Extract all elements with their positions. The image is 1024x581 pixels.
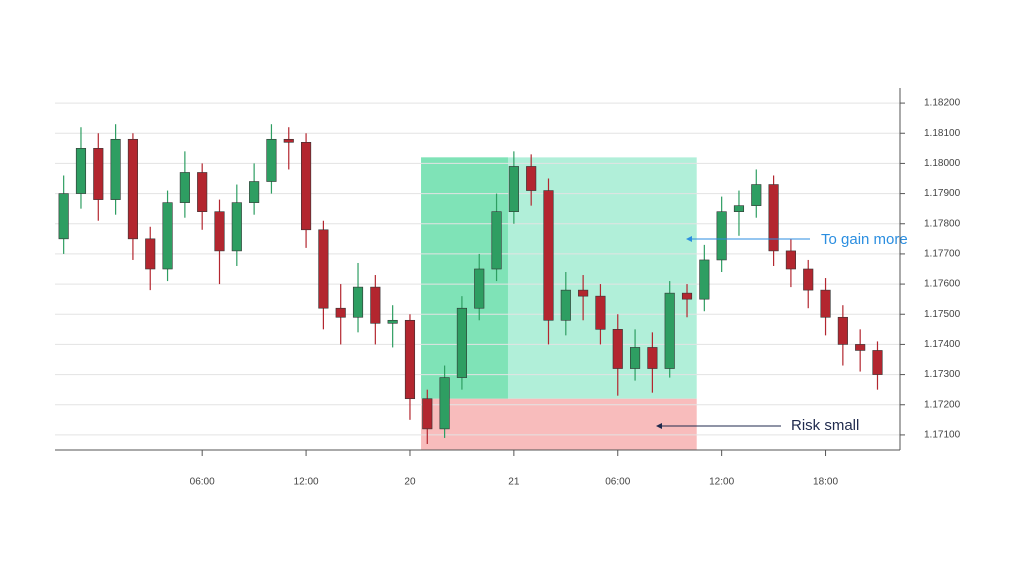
x-tick-label: 20 bbox=[404, 477, 416, 488]
y-tick-label: 1.17100 bbox=[924, 430, 961, 441]
candle-body bbox=[162, 202, 173, 270]
candle-body bbox=[595, 295, 606, 330]
arrow-head bbox=[686, 236, 692, 242]
candle-body bbox=[335, 307, 346, 318]
candle-body bbox=[855, 344, 866, 351]
x-tick-label: 06:00 bbox=[190, 477, 215, 488]
candle-body bbox=[387, 319, 398, 324]
candle-body bbox=[404, 319, 416, 400]
candle-body bbox=[283, 138, 294, 143]
annotation: To gain more bbox=[821, 231, 908, 248]
y-tick-label: 1.17900 bbox=[924, 188, 961, 199]
y-tick-label: 1.18000 bbox=[924, 158, 961, 169]
candle-body bbox=[58, 193, 69, 240]
y-tick-label: 1.17700 bbox=[924, 249, 961, 260]
y-tick-label: 1.18200 bbox=[924, 98, 961, 109]
candle-body bbox=[630, 347, 641, 369]
x-tick-label: 12:00 bbox=[294, 477, 319, 488]
candle-body bbox=[456, 307, 467, 378]
candle-body bbox=[370, 286, 381, 324]
annotation: Risk small bbox=[791, 417, 859, 434]
candle-body bbox=[491, 211, 502, 270]
candle-body bbox=[214, 211, 225, 252]
candle-body bbox=[751, 184, 762, 206]
candle-body bbox=[820, 289, 831, 318]
candle-body bbox=[110, 138, 121, 200]
candle-body bbox=[560, 289, 571, 321]
x-tick-label: 12:00 bbox=[709, 477, 734, 488]
candle-body bbox=[301, 142, 312, 231]
candle-body bbox=[145, 238, 156, 270]
stop-zone bbox=[421, 398, 697, 450]
y-tick-label: 1.17600 bbox=[924, 279, 961, 290]
y-tick-label: 1.18100 bbox=[924, 128, 961, 139]
zones bbox=[421, 157, 697, 450]
candle-body bbox=[733, 205, 745, 212]
candle-body bbox=[647, 347, 658, 369]
y-tick-label: 1.17300 bbox=[924, 369, 961, 380]
candle-body bbox=[197, 172, 208, 212]
candle-body bbox=[768, 184, 779, 252]
candle-body bbox=[664, 292, 675, 369]
candle-body bbox=[127, 138, 138, 240]
y-tick-label: 1.17500 bbox=[924, 309, 961, 320]
candle-body bbox=[179, 172, 190, 203]
candle-body bbox=[837, 316, 848, 345]
candle-body bbox=[543, 190, 554, 321]
x-tick-label: 18:00 bbox=[813, 477, 838, 488]
candle-body bbox=[803, 268, 814, 291]
candle-body bbox=[93, 148, 104, 200]
x-tick-label: 21 bbox=[508, 477, 520, 488]
candle-body bbox=[612, 329, 623, 369]
candle-body bbox=[872, 350, 883, 375]
candles bbox=[58, 124, 883, 444]
candle-body bbox=[699, 259, 710, 300]
x-tick-label: 06:00 bbox=[605, 477, 630, 488]
y-tick-label: 1.17800 bbox=[924, 218, 961, 229]
candle-body bbox=[352, 286, 364, 318]
y-tick-label: 1.17200 bbox=[924, 399, 961, 410]
candle-body bbox=[716, 211, 727, 261]
candle-body bbox=[508, 166, 519, 212]
candle-body bbox=[318, 229, 329, 309]
y-tick-label: 1.17400 bbox=[924, 339, 961, 350]
candle-body bbox=[681, 292, 693, 300]
candle-body bbox=[249, 181, 260, 203]
candle-body bbox=[474, 268, 485, 309]
arrow-head bbox=[656, 423, 662, 429]
labels: 1.17100 1.17200 1.17300 1.17400 1.17500 1.176… bbox=[190, 98, 961, 488]
candle-body bbox=[526, 166, 537, 191]
candle-body bbox=[785, 250, 796, 270]
candle-body bbox=[439, 377, 450, 430]
candle-body bbox=[75, 148, 87, 194]
candle-body bbox=[266, 138, 277, 182]
candle-body bbox=[422, 398, 433, 430]
candle-body bbox=[231, 202, 242, 252]
candle-body bbox=[578, 289, 589, 297]
